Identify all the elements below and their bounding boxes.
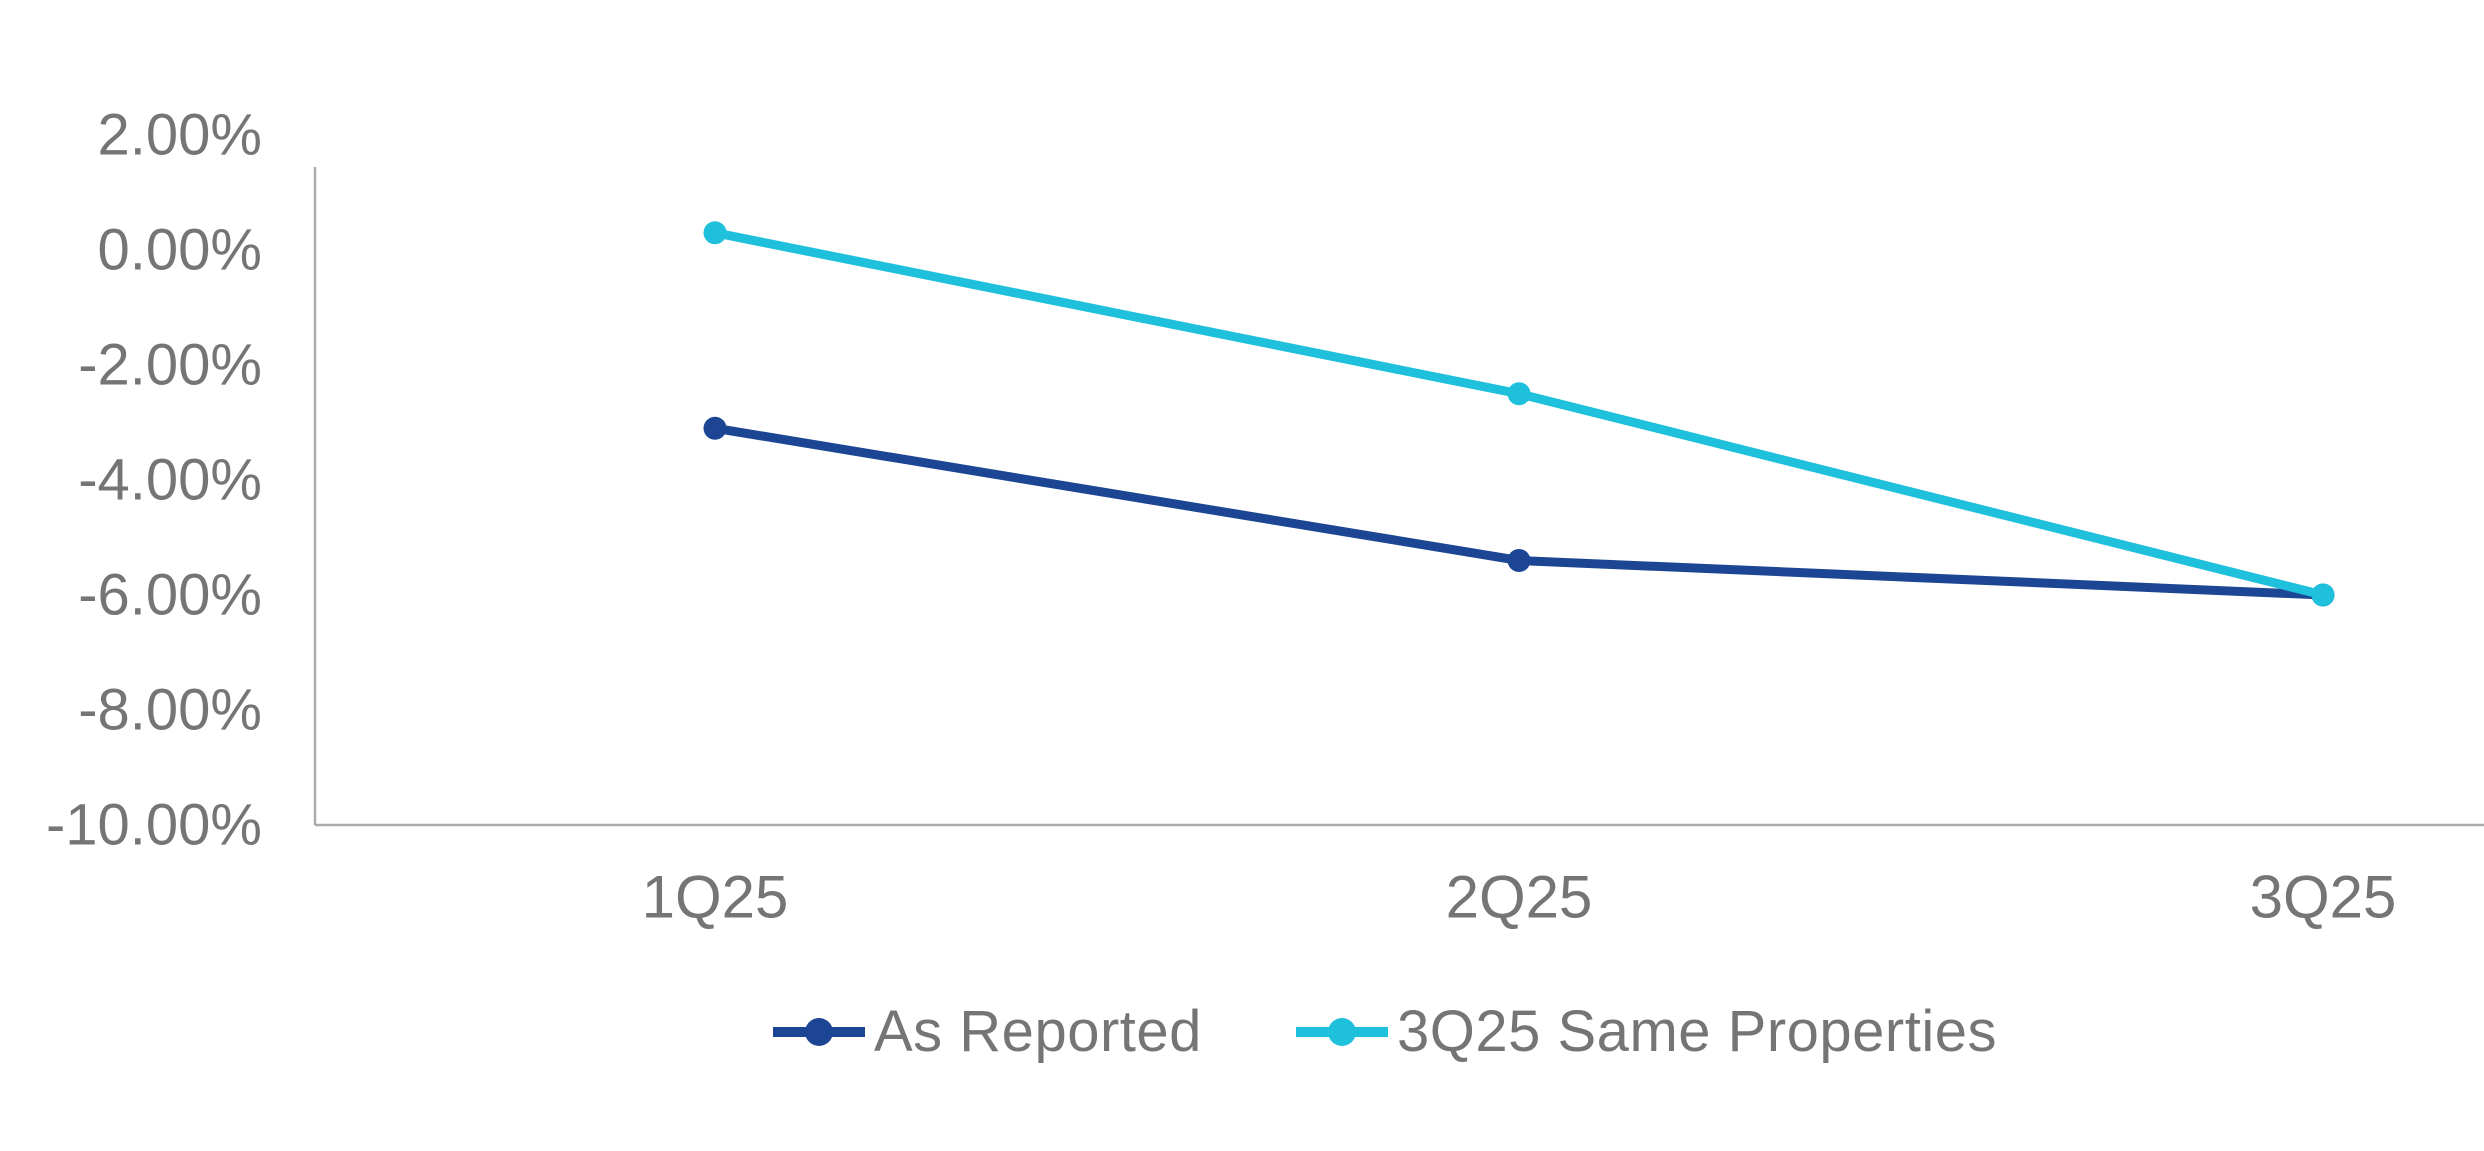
y-tick-label: -2.00% (78, 333, 262, 398)
legend-label-3q25-same-properties: 3Q25 Same Properties (1397, 999, 1997, 1064)
y-tick-label: -4.00% (78, 448, 262, 513)
y-tick-label: -8.00% (78, 678, 262, 743)
legend-dot-swatch (805, 1018, 833, 1046)
x-tick-label-2q25: 2Q25 (1446, 864, 1593, 931)
data-point-as-reported-1q25 (703, 416, 727, 440)
legend-marker-3q25-same-properties-icon (1296, 1016, 1388, 1048)
legend-marker-as-reported-icon (773, 1016, 865, 1048)
x-tick-label-3q25: 3Q25 (2250, 864, 2397, 931)
legend-item-3q25-same-properties: 3Q25 Same Properties (1296, 1003, 1997, 1061)
x-tick-label-1q25: 1Q25 (642, 864, 789, 931)
data-point-3q25-same-properties-3q25 (2311, 583, 2335, 607)
series-line-3q25-same-properties (710, 228, 2328, 600)
y-tick-label: 2.00% (98, 103, 262, 168)
legend-item-as-reported: As Reported (773, 1003, 1202, 1061)
y-tick-label: -10.00% (46, 793, 262, 858)
y-tick-label: 0.00% (98, 218, 262, 283)
y-tick-label: -6.00% (78, 563, 262, 628)
data-point-as-reported-2q25 (1507, 549, 1531, 572)
legend-label-as-reported: As Reported (874, 999, 1202, 1064)
data-point-3q25-same-properties-1q25 (703, 221, 727, 245)
legend-dot-swatch (1328, 1018, 1356, 1046)
data-point-3q25-same-properties-2q25 (1507, 382, 1531, 406)
